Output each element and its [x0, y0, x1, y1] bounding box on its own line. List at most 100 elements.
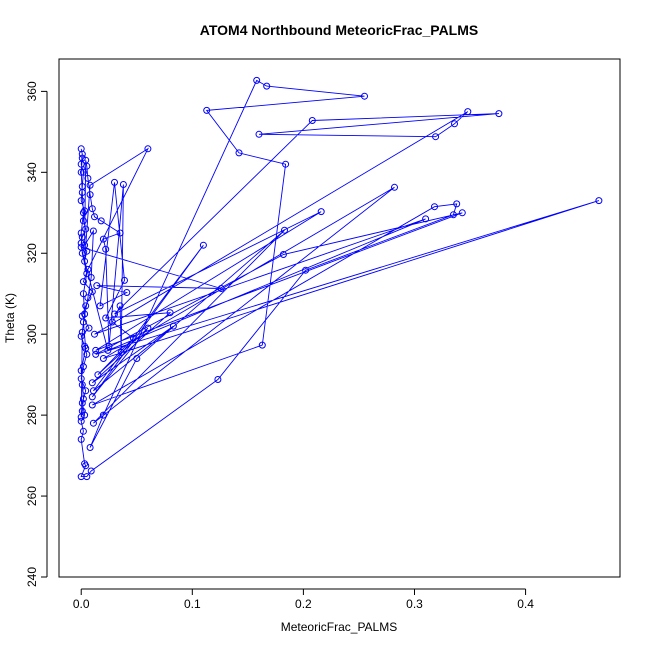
data-point — [82, 387, 90, 395]
data-point — [77, 417, 85, 425]
data-point — [78, 399, 86, 407]
y-tick-label: 280 — [25, 405, 39, 425]
data-point — [83, 270, 91, 277]
data-point — [78, 249, 86, 257]
data-point — [82, 225, 90, 233]
data-point — [203, 106, 211, 114]
data-point — [77, 413, 85, 421]
data-point — [117, 348, 125, 356]
data-point — [77, 367, 85, 375]
data-point — [595, 197, 603, 205]
data-point — [214, 376, 222, 383]
data-point — [79, 427, 87, 435]
data-point — [78, 189, 86, 196]
data-point — [199, 241, 207, 249]
data-point — [119, 181, 127, 188]
data-point — [302, 266, 310, 274]
data-point — [82, 462, 90, 470]
y-tick-label: 320 — [25, 243, 39, 263]
data-point — [361, 92, 368, 100]
data-point — [84, 174, 92, 182]
data-point — [77, 239, 85, 247]
data-point — [79, 278, 87, 286]
data-point — [81, 257, 89, 265]
plot-frame — [58, 58, 621, 578]
data-point — [422, 215, 430, 223]
y-tick-label: 300 — [25, 324, 39, 344]
x-tick-label: 0.2 — [295, 597, 312, 611]
y-axis: 240 260 280 300 320 340 360 — [25, 81, 48, 587]
data-point — [102, 314, 110, 322]
data-point — [77, 168, 85, 176]
data-point — [77, 435, 85, 443]
data-point — [449, 211, 457, 219]
data-point — [77, 229, 85, 237]
data-point — [255, 130, 263, 138]
series-layer — [77, 76, 603, 481]
data-point — [88, 288, 96, 296]
x-axis-label: MeteoricFrac_PALMS — [281, 620, 397, 634]
data-point — [96, 302, 104, 310]
x-tick-label: 0.1 — [184, 597, 201, 611]
data-point — [123, 289, 131, 296]
data-point — [79, 290, 87, 298]
data-point — [78, 328, 86, 336]
data-point — [86, 191, 94, 199]
data-point — [97, 217, 105, 225]
data-point — [308, 117, 316, 124]
data-point — [166, 309, 174, 317]
data-point — [99, 411, 107, 419]
data-point — [263, 82, 271, 90]
data-point — [85, 324, 93, 332]
data-point — [89, 227, 97, 235]
data-point — [431, 203, 438, 211]
data-point — [279, 251, 287, 258]
data-point — [77, 332, 85, 340]
data-point — [235, 149, 243, 157]
data-point — [92, 350, 100, 358]
data-point — [99, 235, 107, 243]
data-point — [108, 318, 116, 326]
data-point — [253, 76, 261, 84]
x-tick-label: 0.0 — [73, 597, 90, 611]
x-axis: 0.0 0.1 0.2 0.3 0.4 — [73, 588, 534, 611]
data-point — [92, 346, 100, 354]
data-point — [129, 334, 137, 342]
data-point — [78, 150, 86, 158]
x-tick-label: 0.4 — [517, 597, 534, 611]
data-point — [453, 200, 461, 208]
data-point — [317, 208, 325, 216]
data-point — [116, 229, 124, 237]
data-point — [79, 217, 87, 225]
data-point — [391, 183, 398, 191]
data-point — [94, 371, 102, 379]
data-point — [81, 310, 89, 318]
data-point — [88, 393, 96, 401]
data-point — [86, 444, 94, 451]
data-point — [116, 302, 124, 310]
data-point — [82, 344, 90, 352]
data-point — [84, 265, 92, 273]
data-point — [91, 330, 98, 338]
data-point — [79, 363, 87, 371]
data-point — [104, 346, 112, 354]
data-point — [121, 276, 128, 284]
y-tick-label: 240 — [25, 567, 39, 587]
y-axis-label: Theta (K) — [3, 293, 17, 343]
data-point — [111, 178, 118, 186]
data-point — [105, 342, 113, 350]
x-tick-label: 0.3 — [406, 597, 423, 611]
data-point — [464, 108, 472, 116]
series-line — [80, 79, 600, 478]
y-tick-label: 340 — [25, 162, 39, 182]
data-point — [282, 160, 290, 168]
data-point — [79, 168, 87, 176]
data-point — [79, 395, 87, 403]
data-point — [87, 274, 95, 281]
data-point — [88, 205, 96, 213]
data-point — [84, 294, 92, 302]
data-point — [432, 133, 440, 141]
y-tick-label: 360 — [25, 81, 39, 101]
data-point — [77, 197, 85, 205]
